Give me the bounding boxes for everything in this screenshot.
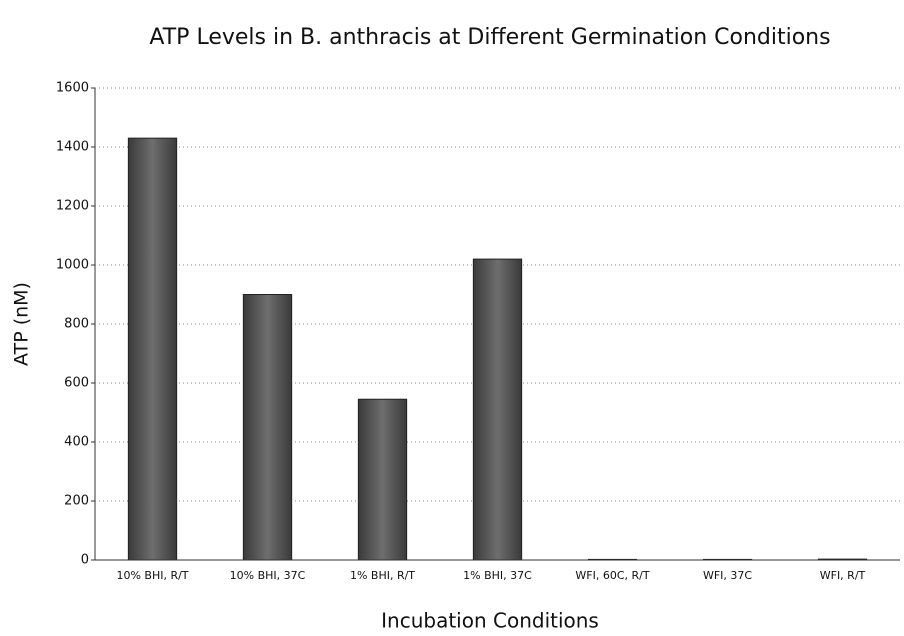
x-tick-label: WFI, 60C, R/T <box>575 569 649 582</box>
x-tick-label: WFI, 37C <box>703 569 752 582</box>
x-tick-label: 10% BHI, 37C <box>230 569 306 582</box>
y-tick-label: 1200 <box>56 199 89 214</box>
bar <box>127 137 178 561</box>
y-axis-title: ATP (nM) <box>11 282 33 366</box>
bar <box>472 258 523 561</box>
y-tick-label: 1000 <box>56 258 89 273</box>
x-tick-label: WFI, R/T <box>820 569 866 582</box>
x-axis-title: Incubation Conditions <box>381 609 599 633</box>
bar <box>242 294 293 561</box>
y-tick-label: 1600 <box>56 81 89 96</box>
y-tick-label: 400 <box>64 435 89 450</box>
y-tick-label: 800 <box>64 317 89 332</box>
x-tick-label: 10% BHI, R/T <box>116 569 188 582</box>
y-tick-label: 600 <box>64 376 89 391</box>
y-tick-label: 0 <box>81 553 89 568</box>
y-tick-label: 200 <box>64 494 89 509</box>
x-tick-label: 1% BHI, 37C <box>463 569 532 582</box>
bar <box>357 398 408 561</box>
chart-title: ATP Levels in B. anthracis at Different … <box>149 25 830 50</box>
x-tick-label: 1% BHI, R/T <box>350 569 415 582</box>
y-tick-label: 1400 <box>56 140 89 155</box>
